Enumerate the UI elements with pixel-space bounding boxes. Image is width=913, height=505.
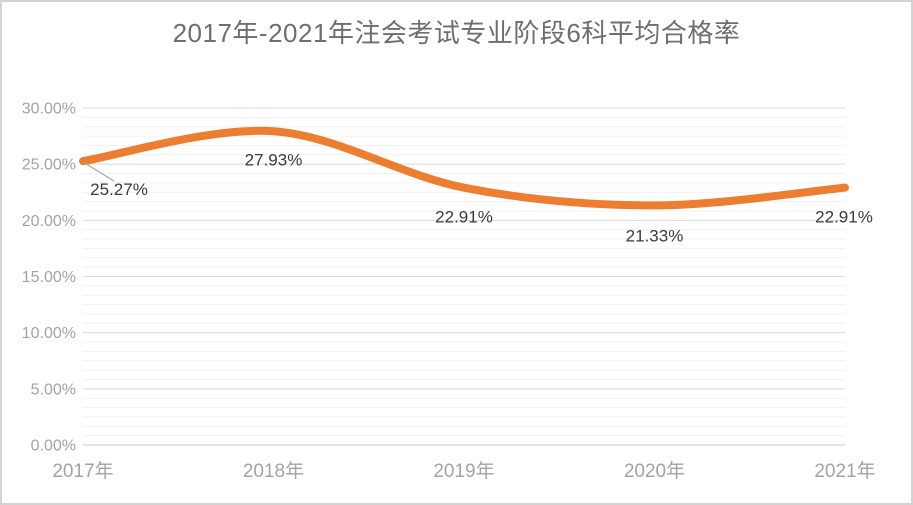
svg-text:22.91%: 22.91% (435, 208, 493, 227)
major-gridlines (83, 107, 845, 446)
svg-text:20.00%: 20.00% (22, 213, 76, 230)
svg-text:21.33%: 21.33% (626, 226, 684, 245)
data-labels: 25.27% 27.93% 22.91% 21.33% 22.91% (90, 150, 873, 245)
label-leader-lines (84, 162, 115, 182)
svg-text:2018年: 2018年 (243, 460, 304, 482)
svg-text:27.93%: 27.93% (245, 150, 303, 169)
chart-title: 2017年-2021年注会考试专业阶段6科平均合格率 (172, 18, 741, 48)
minor-gridlines (83, 116, 845, 437)
series-line (79, 126, 849, 210)
svg-text:0.00%: 0.00% (31, 438, 76, 455)
svg-text:2019年: 2019年 (433, 460, 494, 482)
svg-text:2021年: 2021年 (814, 460, 875, 482)
x-axis-labels: 2017年 2018年 2019年 2020年 2021年 (52, 460, 875, 482)
svg-text:15.00%: 15.00% (22, 269, 76, 286)
svg-text:5.00%: 5.00% (31, 381, 76, 398)
svg-text:10.00%: 10.00% (22, 325, 76, 342)
svg-text:30.00%: 30.00% (22, 101, 76, 118)
svg-text:25.27%: 25.27% (90, 180, 148, 199)
svg-text:25.00%: 25.00% (22, 157, 76, 174)
svg-text:2020年: 2020年 (624, 460, 685, 482)
svg-text:2017年: 2017年 (52, 460, 113, 482)
svg-text:22.91%: 22.91% (815, 208, 873, 227)
y-axis-labels: 0.00% 5.00% 10.00% 15.00% 20.00% 25.00% 30.00% (22, 101, 76, 455)
